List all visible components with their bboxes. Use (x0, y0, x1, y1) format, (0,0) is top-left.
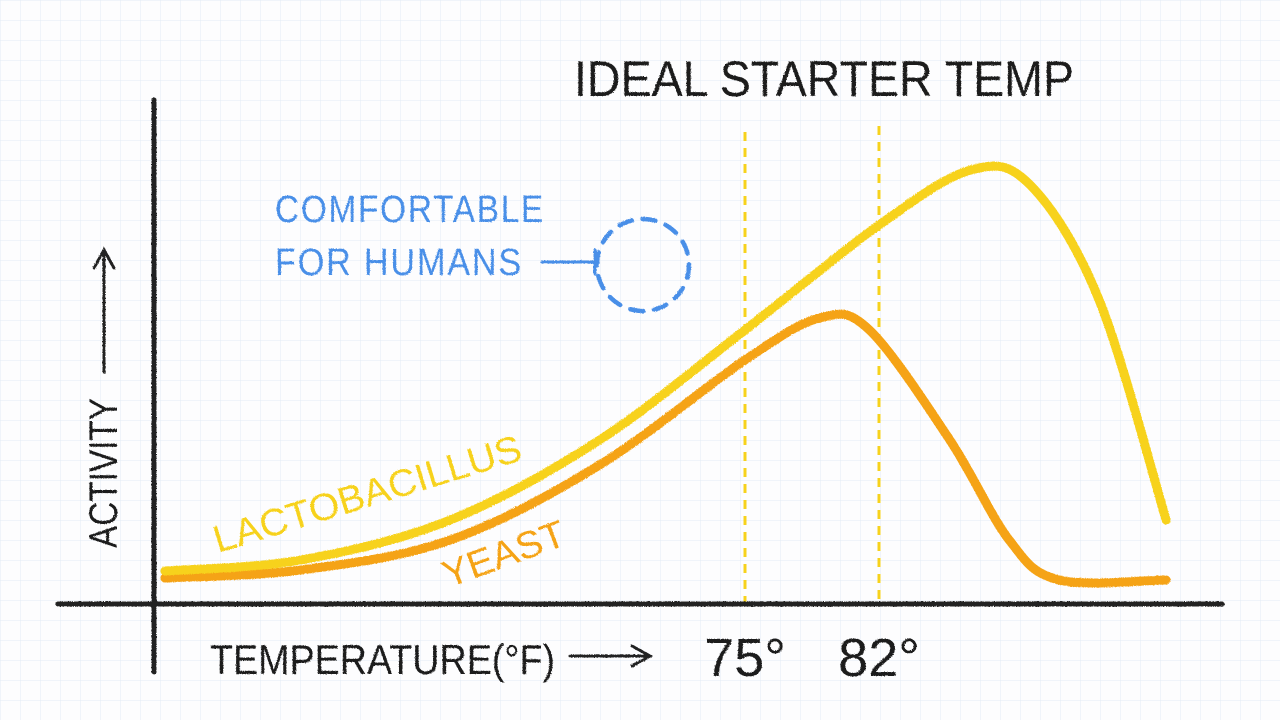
comfort-label-line1: COMFORTABLE (275, 189, 545, 231)
x-axis-label: TEMPERATURE(°F) (210, 636, 555, 683)
x-tick-label-75: 75° (704, 628, 786, 688)
y-axis-arrow-icon (92, 246, 116, 374)
comfort-label-line2: FOR HUMANS (275, 242, 523, 284)
series-line-lactobacillus (160, 161, 1171, 576)
comfort-zone-circle (594, 216, 692, 314)
x-tick-label-82: 82° (838, 628, 920, 688)
series-line-yeast (160, 309, 1171, 588)
ideal-range-lines (743, 126, 881, 602)
series-layer (160, 161, 1171, 588)
chart-title: IDEAL STARTER TEMP (574, 51, 1074, 107)
y-axis-label: ACTIVITY (82, 398, 126, 548)
x-axis-arrow-icon (568, 644, 654, 668)
